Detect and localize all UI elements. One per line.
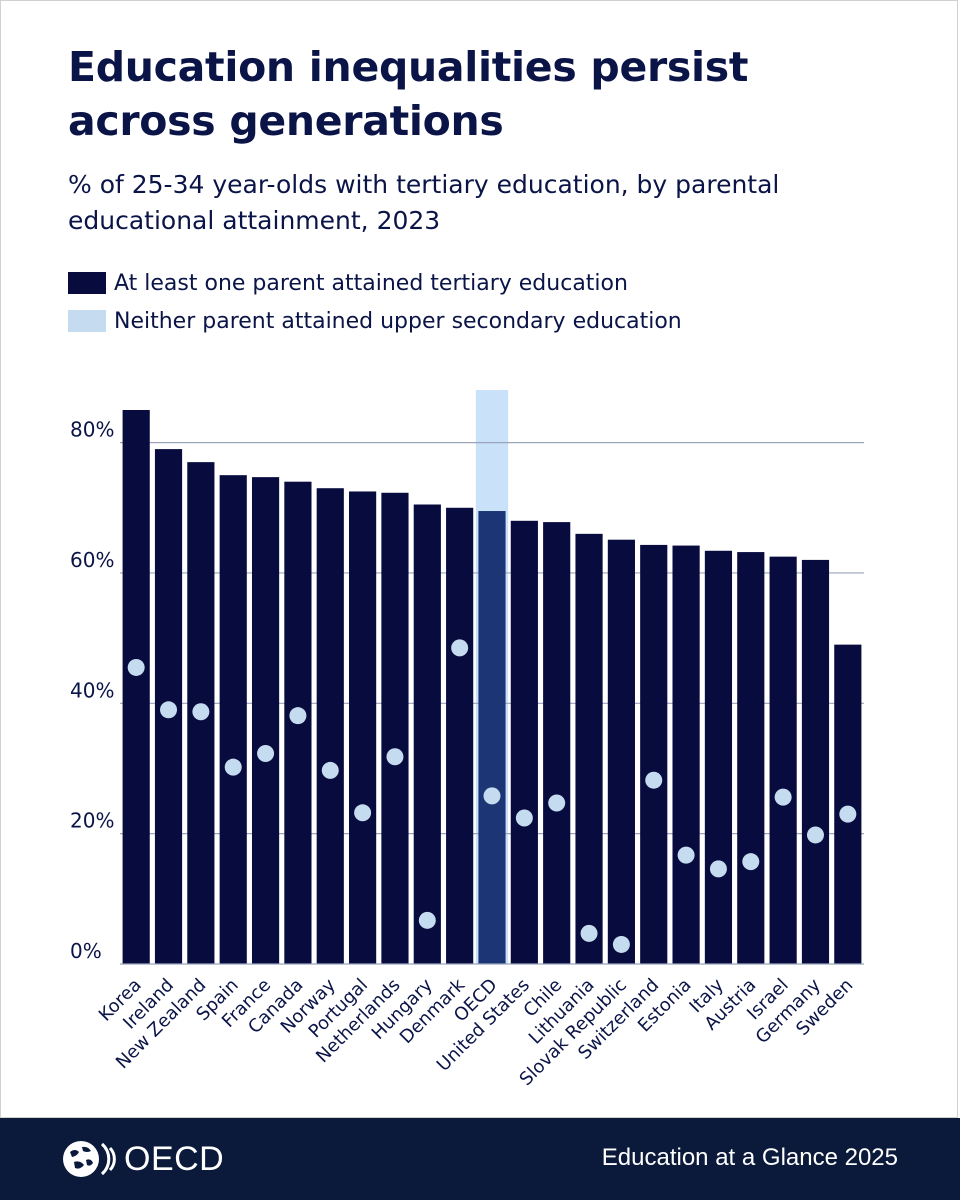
dot-portugal bbox=[354, 804, 372, 822]
dot-italy bbox=[709, 860, 727, 878]
globe-icon bbox=[63, 1141, 116, 1177]
dot-canada bbox=[289, 707, 307, 725]
dot-sweden bbox=[839, 805, 857, 823]
dot-hungary bbox=[418, 911, 436, 929]
dot-austria bbox=[742, 853, 760, 871]
bar-united-states bbox=[510, 520, 538, 964]
page-title: Education inequalities persist across ge… bbox=[68, 43, 749, 145]
dot-oecd bbox=[483, 787, 501, 805]
y-tick-label-40: 40% bbox=[70, 678, 114, 702]
dot-netherlands bbox=[386, 748, 404, 766]
dot-switzerland bbox=[645, 771, 663, 789]
dot-korea bbox=[127, 658, 145, 676]
bar-austria bbox=[737, 552, 765, 964]
bar-israel bbox=[769, 556, 797, 964]
bar-slovak-republic bbox=[607, 539, 635, 964]
oecd-logo: OECD bbox=[60, 1138, 224, 1180]
legend-swatch-neither-parent bbox=[68, 310, 106, 332]
footer-bar: OECD Education at a Glance 2025 bbox=[0, 1118, 960, 1200]
dot-norway bbox=[321, 761, 339, 779]
dot-estonia bbox=[677, 846, 695, 864]
bar-norway bbox=[316, 488, 344, 964]
bar-spain bbox=[219, 475, 247, 964]
legend-swatch-parent-tertiary bbox=[68, 272, 106, 294]
bar-korea bbox=[122, 410, 150, 964]
page-subtitle: % of 25-34 year-olds with tertiary educa… bbox=[68, 170, 780, 235]
bar-oecd bbox=[478, 511, 506, 964]
dot-ireland bbox=[160, 701, 178, 719]
bar-hungary bbox=[413, 504, 441, 964]
bar-germany bbox=[801, 559, 830, 964]
legend-label-parent-tertiary: At least one parent attained tertiary ed… bbox=[114, 270, 628, 296]
dot-germany bbox=[806, 826, 824, 844]
legend-item-parent-tertiary: At least one parent attained tertiary ed… bbox=[68, 264, 682, 302]
bar-italy bbox=[704, 550, 733, 964]
dot-france bbox=[257, 744, 275, 762]
chart-frame bbox=[0, 0, 958, 1118]
dot-slovak-republic bbox=[612, 935, 630, 953]
legend-label-neither-parent: Neither parent attained upper secondary … bbox=[114, 308, 682, 334]
y-tick-label-0: 0% bbox=[70, 939, 102, 963]
bar-lithuania bbox=[575, 533, 603, 964]
bar-france bbox=[251, 477, 280, 964]
bar-denmark bbox=[446, 507, 474, 964]
dot-spain bbox=[224, 758, 242, 776]
bar-portugal bbox=[349, 491, 377, 964]
y-tick-label-20: 20% bbox=[70, 809, 114, 833]
bar-switzerland bbox=[640, 544, 668, 964]
publication-name: Education at a Glance 2025 bbox=[601, 1144, 898, 1171]
y-tick-label-60: 60% bbox=[70, 548, 114, 572]
bar-estonia bbox=[672, 545, 700, 964]
bar-netherlands bbox=[381, 492, 409, 964]
dot-lithuania bbox=[580, 924, 598, 942]
dot-new-zealand bbox=[192, 703, 210, 721]
dot-united-states bbox=[515, 809, 533, 827]
legend: At least one parent attained tertiary ed… bbox=[68, 264, 682, 340]
dot-israel bbox=[774, 788, 792, 806]
bar-chile bbox=[543, 522, 571, 964]
oecd-logo-text: OECD bbox=[124, 1139, 225, 1178]
legend-item-neither-parent: Neither parent attained upper secondary … bbox=[68, 302, 682, 340]
dot-denmark bbox=[451, 639, 469, 657]
bar-sweden bbox=[834, 644, 862, 964]
y-tick-label-80: 80% bbox=[70, 418, 114, 442]
dot-chile bbox=[548, 794, 566, 812]
